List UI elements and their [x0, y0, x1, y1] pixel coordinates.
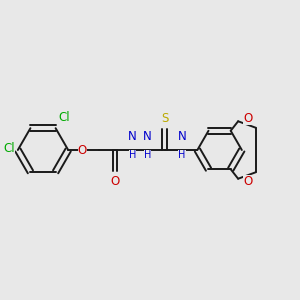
Text: Cl: Cl	[58, 111, 70, 124]
Text: Cl: Cl	[3, 142, 15, 155]
Text: H: H	[128, 150, 136, 160]
Text: H: H	[144, 150, 151, 160]
Text: O: O	[110, 175, 120, 188]
Text: O: O	[78, 143, 87, 157]
Text: N: N	[128, 130, 136, 143]
Text: N: N	[178, 130, 186, 143]
Text: S: S	[161, 112, 169, 125]
Text: N: N	[143, 130, 152, 143]
Text: O: O	[244, 175, 253, 188]
Text: O: O	[244, 112, 253, 125]
Text: H: H	[178, 150, 186, 160]
